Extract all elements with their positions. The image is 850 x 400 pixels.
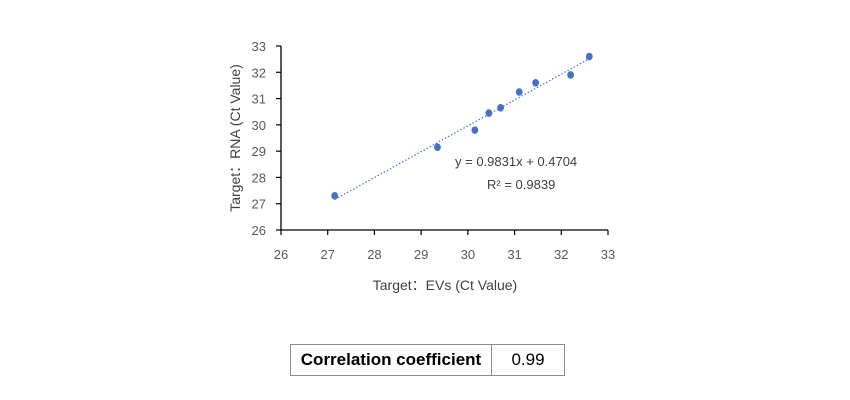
x-axis-title: Target：EVs (Ct Value) xyxy=(373,277,517,293)
scatter-chart: 26 27 28 29 30 31 32 33 26 27 28 29 30 31 32 33 y = 0.9… xyxy=(227,39,616,293)
chart-axes xyxy=(276,45,609,235)
y-tick-label: 29 xyxy=(252,144,266,159)
x-tick-label: 26 xyxy=(274,247,288,262)
y-tick-label: 30 xyxy=(252,118,266,133)
y-tick-label: 28 xyxy=(252,170,266,185)
x-tick-label: 33 xyxy=(601,247,615,262)
data-point xyxy=(434,143,441,151)
x-tick-label: 27 xyxy=(320,247,334,262)
table-row: Correlation coefficient 0.99 xyxy=(290,344,565,376)
correlation-label: Correlation coefficient xyxy=(290,344,492,376)
x-tick-label: 31 xyxy=(507,247,521,262)
x-tick-label: 28 xyxy=(367,247,381,262)
correlation-value: 0.99 xyxy=(491,344,565,376)
y-tick-label: 27 xyxy=(252,197,266,212)
correlation-table: Correlation coefficient 0.99 xyxy=(290,344,565,376)
chart-tick-labels: 26 27 28 29 30 31 32 33 26 27 28 29 30 31 32 33 xyxy=(252,39,616,262)
x-tick-label: 29 xyxy=(414,247,428,262)
data-point xyxy=(485,109,493,117)
data-point xyxy=(585,52,593,61)
data-point xyxy=(515,88,523,96)
r-squared-label: R² = 0.9839 xyxy=(487,177,555,192)
y-tick-label: 31 xyxy=(252,92,266,107)
y-tick-label: 26 xyxy=(252,223,266,238)
data-point xyxy=(331,192,339,200)
y-axis-title: Target：RNA (Ct Value) xyxy=(227,64,243,212)
data-point xyxy=(471,126,479,134)
trendline-equation: y = 0.9831x + 0.4704 xyxy=(455,154,577,169)
data-point xyxy=(497,103,504,112)
data-point xyxy=(532,79,539,87)
x-tick-label: 30 xyxy=(461,247,475,262)
data-point xyxy=(567,71,575,79)
y-tick-label: 32 xyxy=(252,65,266,80)
x-tick-label: 32 xyxy=(554,247,568,262)
trendline xyxy=(334,58,590,200)
data-points xyxy=(331,52,593,200)
y-tick-label: 33 xyxy=(252,39,266,54)
